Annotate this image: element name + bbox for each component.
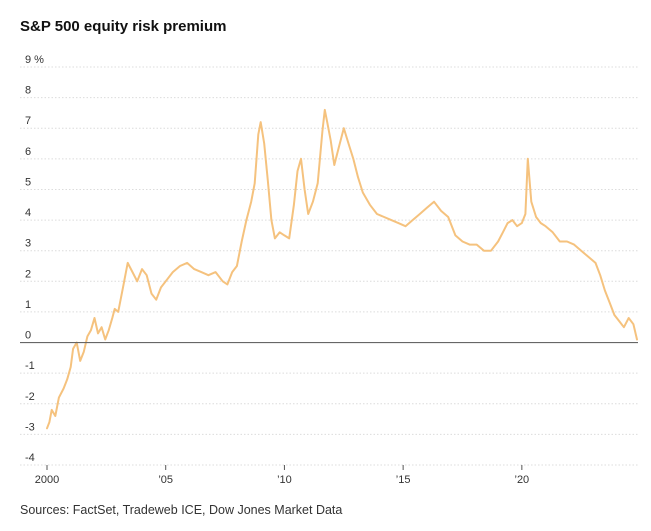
y-tick-label: -1 (25, 360, 35, 372)
y-tick-label: 2 (25, 268, 31, 280)
y-tick-label: -2 (25, 391, 35, 403)
y-tick-label: -3 (25, 421, 35, 433)
x-tick-label: ’05 (158, 474, 173, 486)
y-tick-label: 5 (25, 176, 31, 188)
series-line (46, 108, 638, 430)
series-layer (46, 108, 638, 430)
x-tick-label: ’10 (277, 474, 292, 486)
x-tick-label: ’20 (515, 474, 530, 486)
chart-title: S&P 500 equity risk premium (20, 18, 227, 35)
y-tick-label: 7 (25, 115, 31, 127)
y-tick-label: 9 % (25, 54, 44, 66)
x-axis-ticks: 2000 ’05 ’10 ’15 ’20 (35, 465, 529, 486)
x-tick-label: ’15 (396, 474, 411, 486)
y-tick-label: 3 (25, 238, 31, 250)
y-tick-label: 8 (25, 85, 31, 97)
y-tick-label: -4 (25, 452, 35, 464)
y-tick-label: 4 (25, 207, 31, 219)
y-tick-label: 6 (25, 146, 31, 158)
source-note: Sources: FactSet, Tradeweb ICE, Dow Jone… (20, 503, 343, 517)
gridlines (20, 66, 638, 466)
y-tick-label: 0 (25, 330, 31, 342)
x-tick-label: 2000 (35, 474, 59, 486)
y-tick-label: 1 (25, 299, 31, 311)
y-axis-labels: 9 % 8 7 6 5 4 3 2 1 0 -1 -2 -3 -4 (25, 54, 44, 464)
